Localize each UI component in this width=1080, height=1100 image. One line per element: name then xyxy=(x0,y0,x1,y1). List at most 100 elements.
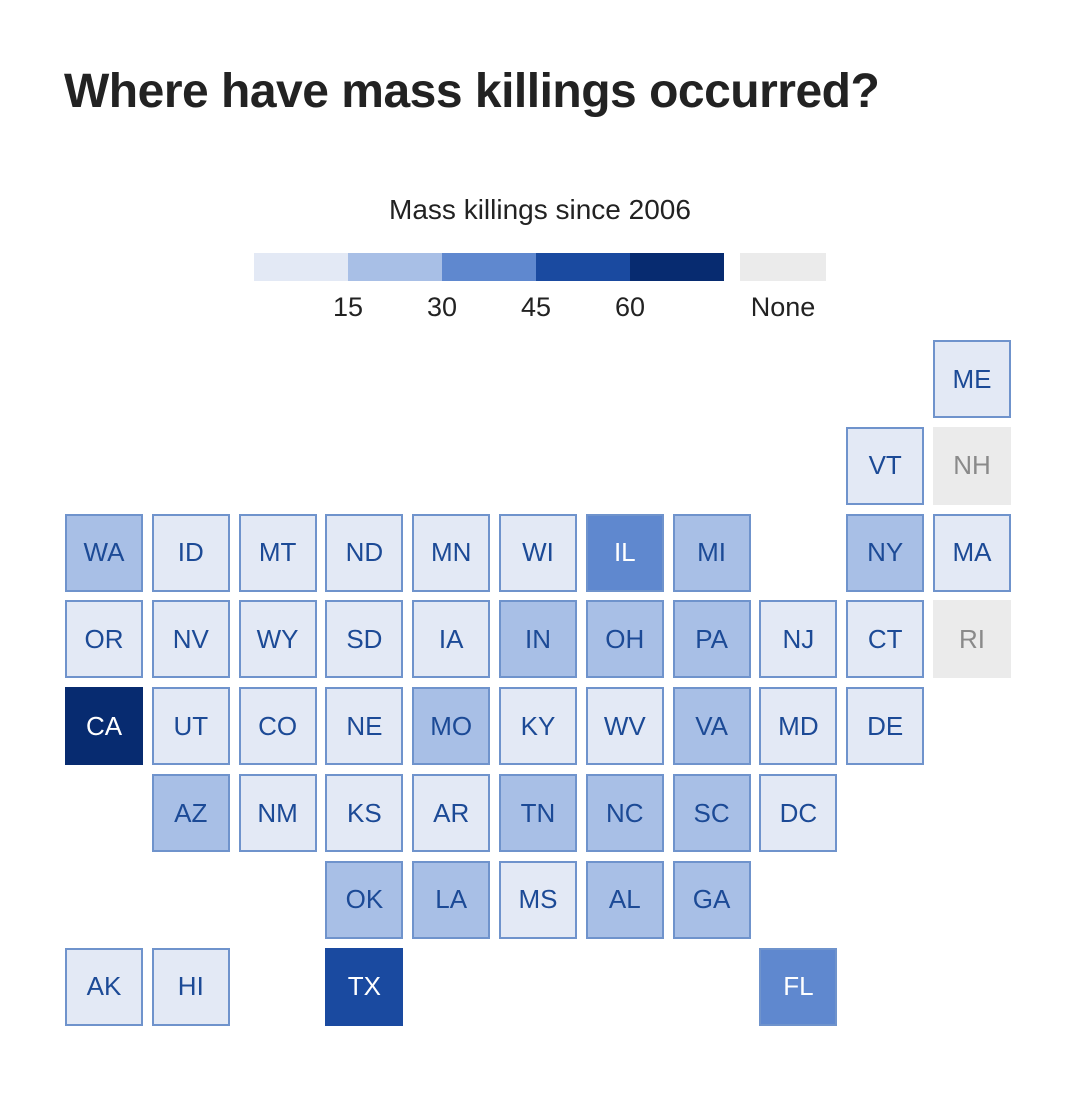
state-label-nm: NM xyxy=(257,797,298,828)
state-tile-md: MD xyxy=(759,687,838,766)
state-label-ms: MS xyxy=(518,884,558,915)
state-label-mt: MT xyxy=(258,537,297,568)
state-label-nd: ND xyxy=(345,537,384,568)
state-label-ok: OK xyxy=(345,884,384,915)
state-label-or: OR xyxy=(84,623,124,654)
state-tile-nd: ND xyxy=(325,513,404,592)
state-tile-ct: CT xyxy=(846,600,925,679)
state-tile-sd: SD xyxy=(325,600,404,679)
state-label-wy: WY xyxy=(256,623,299,654)
state-tile-nh: NH xyxy=(933,426,1011,505)
legend-swatch-bin-3 xyxy=(536,253,630,281)
state-tile-wy: WY xyxy=(238,600,317,679)
legend-tick-30: 30 xyxy=(426,292,458,322)
state-label-va: VA xyxy=(695,710,728,741)
state-label-ak: AK xyxy=(86,971,122,1002)
state-label-ma: MA xyxy=(952,537,992,568)
state-label-me: ME xyxy=(952,363,992,394)
state-tile-ak: AK xyxy=(65,947,143,1026)
state-label-ks: KS xyxy=(347,797,382,828)
state-tile-wa: WA xyxy=(65,513,143,592)
legend-tick-15: 15 xyxy=(332,292,364,322)
state-tile-mo: MO xyxy=(412,687,491,766)
state-tile-wv: WV xyxy=(585,687,664,766)
state-tile-ok: OK xyxy=(325,860,404,939)
state-label-al: AL xyxy=(608,884,641,915)
legend-tick-45: 45 xyxy=(520,292,552,322)
state-label-nc: NC xyxy=(606,797,644,828)
state-label-mo: MO xyxy=(430,710,473,741)
legend: Mass killings since 2006 15 30 45 60 Non… xyxy=(0,0,1080,340)
state-tile-nv: NV xyxy=(151,600,230,679)
legend-swatch-bin-2 xyxy=(442,253,536,281)
state-label-nv: NV xyxy=(172,623,209,654)
state-label-mn: MN xyxy=(430,537,472,568)
state-label-nj: NJ xyxy=(782,623,815,654)
state-tile-pa: PA xyxy=(672,600,751,679)
state-tile-ks: KS xyxy=(325,774,404,852)
legend-none-label: None xyxy=(750,292,816,322)
state-tile-ri: RI xyxy=(933,600,1011,679)
state-tile-sc: SC xyxy=(672,774,751,852)
state-label-in: IN xyxy=(525,623,551,654)
state-label-wv: WV xyxy=(603,710,646,741)
state-label-md: MD xyxy=(778,710,819,741)
state-label-vt: VT xyxy=(868,450,902,481)
state-label-ny: NY xyxy=(867,537,904,568)
state-tile-mn: MN xyxy=(412,513,491,592)
state-tile-al: AL xyxy=(585,860,664,939)
state-label-tx: TX xyxy=(347,971,381,1002)
state-tile-nm: NM xyxy=(238,774,317,852)
state-label-wi: WI xyxy=(522,537,554,568)
state-label-ca: CA xyxy=(85,710,123,741)
state-label-ct: CT xyxy=(867,623,903,654)
state-label-hi: HI xyxy=(177,971,204,1002)
state-label-nh: NH xyxy=(953,450,991,481)
state-label-sc: SC xyxy=(693,797,730,828)
state-label-ut: UT xyxy=(173,710,209,741)
state-label-wa: WA xyxy=(83,537,125,568)
state-tile-tn: TN xyxy=(499,774,577,852)
page-title: Where have mass killings occurred? xyxy=(64,65,880,118)
state-tile-va: VA xyxy=(672,687,751,766)
state-tile-ut: UT xyxy=(151,687,230,766)
state-tile-la: LA xyxy=(412,860,491,939)
state-tile-ga: GA xyxy=(672,860,751,939)
state-label-oh: OH xyxy=(605,623,645,654)
state-tile-mi: MI xyxy=(672,513,751,592)
legend-swatch-bin-1 xyxy=(348,253,442,281)
state-label-dc: DC xyxy=(779,797,818,828)
state-tile-az: AZ xyxy=(151,774,230,852)
state-label-sd: SD xyxy=(346,623,383,654)
state-tile-vt: VT xyxy=(846,426,925,505)
state-tile-de: DE xyxy=(846,687,925,766)
state-tile-mt: MT xyxy=(238,513,317,592)
state-label-la: LA xyxy=(435,884,468,915)
state-tile-wi: WI xyxy=(499,513,577,592)
state-tile-in: IN xyxy=(499,600,577,679)
state-tile-nc: NC xyxy=(585,774,664,852)
state-tile-dc: DC xyxy=(759,774,838,852)
state-tile-ny: NY xyxy=(846,513,925,592)
state-label-ky: KY xyxy=(520,710,556,741)
state-tile-me: ME xyxy=(933,340,1011,418)
legend-swatch-none xyxy=(740,253,826,281)
state-tile-id: ID xyxy=(151,513,230,592)
state-tile-or: OR xyxy=(65,600,143,679)
state-label-de: DE xyxy=(867,710,904,741)
state-tile-ne: NE xyxy=(325,687,404,766)
state-label-ne: NE xyxy=(346,710,383,741)
state-label-ri: RI xyxy=(959,623,985,654)
state-tile-ma: MA xyxy=(933,513,1011,592)
state-tile-ms: MS xyxy=(499,860,577,939)
state-tile-co: CO xyxy=(238,687,317,766)
state-label-ar: AR xyxy=(433,797,470,828)
state-label-ia: IA xyxy=(438,623,464,654)
state-tile-ky: KY xyxy=(499,687,577,766)
state-label-il: IL xyxy=(613,537,636,568)
state-tile-hi: HI xyxy=(151,947,230,1026)
state-label-ga: GA xyxy=(692,884,731,915)
legend-title: Mass killings since 2006 xyxy=(389,194,691,225)
state-label-id: ID xyxy=(177,537,204,568)
state-tile-ar: AR xyxy=(412,774,491,852)
